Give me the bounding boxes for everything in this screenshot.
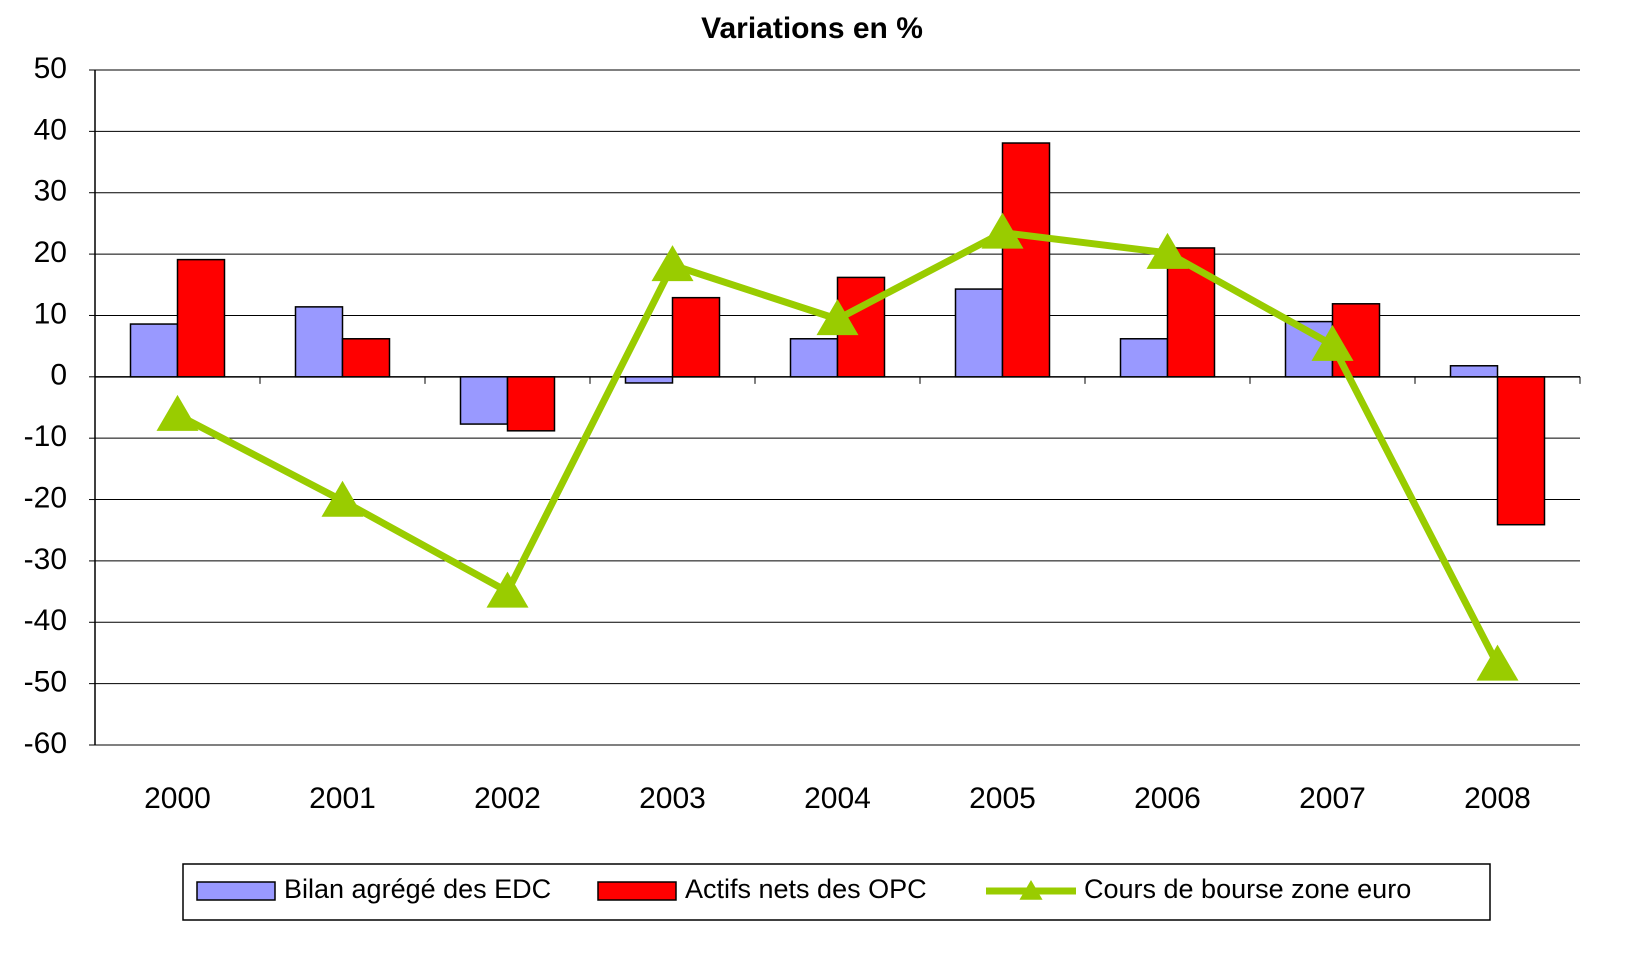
- y-tick-label: -20: [24, 481, 67, 514]
- y-tick-label: -30: [24, 543, 67, 576]
- bar: [294, 306, 344, 378]
- bar: [1119, 338, 1169, 378]
- legend-label: Cours de bourse zone euro: [1084, 874, 1411, 904]
- x-tick-label: 2004: [804, 782, 871, 815]
- marker: [1146, 232, 1189, 269]
- bar: [624, 376, 674, 384]
- bar: [954, 288, 1004, 378]
- bar: [789, 338, 839, 378]
- marker: [651, 245, 694, 282]
- legend-swatch: [1019, 880, 1043, 900]
- legend-label: Bilan agrégé des EDC: [284, 874, 551, 904]
- y-tick-label: -50: [24, 666, 67, 699]
- bar: [506, 376, 556, 432]
- x-tick-label: 2001: [309, 782, 376, 815]
- bar: [459, 376, 509, 425]
- x-tick-label: 2008: [1464, 782, 1531, 815]
- bar: [176, 258, 226, 378]
- bar: [1001, 142, 1051, 378]
- x-tick-label: 2007: [1299, 782, 1366, 815]
- bar: [341, 338, 391, 378]
- marker: [486, 571, 529, 608]
- legend-swatch: [196, 881, 276, 901]
- bar: [1449, 365, 1499, 378]
- y-tick-label: -60: [24, 727, 67, 760]
- y-tick-label: -40: [24, 604, 67, 637]
- marker: [981, 212, 1024, 249]
- bar: [129, 323, 179, 378]
- legend: [182, 863, 1491, 921]
- bar: [671, 296, 721, 378]
- marker: [321, 480, 364, 517]
- marker: [816, 299, 859, 336]
- y-tick-label: 50: [34, 52, 67, 85]
- x-tick-label: 2003: [639, 782, 706, 815]
- marker: [1311, 324, 1354, 361]
- y-tick-label: 30: [34, 175, 67, 208]
- y-tick-label: 40: [34, 113, 67, 146]
- legend-swatch: [597, 881, 677, 901]
- bar: [1166, 247, 1216, 378]
- legend-label: Actifs nets des OPC: [685, 874, 927, 904]
- chart-title: Variations en %: [701, 12, 923, 45]
- x-tick-label: 2006: [1134, 782, 1201, 815]
- y-tick-label: -10: [24, 420, 67, 453]
- x-tick-label: 2002: [474, 782, 541, 815]
- x-tick-label: 2005: [969, 782, 1036, 815]
- x-tick-label: 2000: [144, 782, 211, 815]
- y-tick-label: 10: [34, 297, 67, 330]
- marker: [1476, 644, 1519, 681]
- y-tick-label: 20: [34, 236, 67, 269]
- marker: [156, 394, 199, 431]
- y-tick-label: 0: [50, 359, 67, 392]
- bar: [1496, 376, 1546, 526]
